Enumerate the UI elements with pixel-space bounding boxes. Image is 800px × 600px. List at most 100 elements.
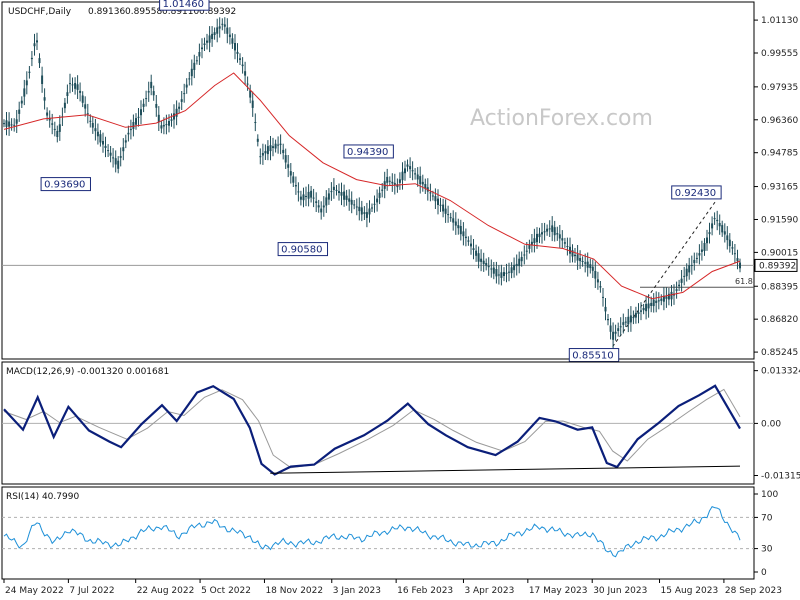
candle-body (231, 38, 234, 44)
candle-body (637, 312, 640, 314)
candle-body (216, 27, 219, 34)
candle-body (571, 250, 574, 257)
candle-body (439, 204, 442, 206)
candle-body (358, 206, 361, 212)
candle-body (10, 124, 13, 126)
candle-body (538, 233, 541, 238)
candle-body (195, 60, 198, 62)
moving-average-line (3, 72, 741, 300)
candle-body (5, 120, 8, 127)
candle-body (320, 208, 323, 213)
candle-body (185, 84, 188, 88)
annotation-text: 0.92430 (675, 188, 716, 199)
candle-body (589, 264, 592, 269)
candle-body (414, 173, 417, 175)
candle-body (254, 122, 257, 123)
candle-body (442, 204, 445, 212)
candle-body (650, 302, 653, 306)
candle-body (124, 140, 127, 143)
x-axis: 24 May 2022 7 Jul 2022 22 Aug 2022 5 Oct 20… (3, 579, 782, 596)
candle-body (190, 68, 193, 77)
candle-body (30, 57, 33, 60)
macd-line (3, 384, 741, 476)
candle-body (525, 250, 528, 252)
candle-body (503, 272, 505, 276)
candle-body (492, 267, 495, 274)
candle-body (391, 181, 394, 184)
candle-body (76, 84, 79, 90)
price-y-tick-label: 0.90015 (761, 248, 798, 258)
candle-body (305, 196, 307, 197)
candle-body (363, 212, 366, 214)
candle-body (343, 191, 346, 200)
price-y-tick-label: 0.85245 (761, 348, 798, 358)
price-y-tick-label: 1.01130 (761, 16, 798, 26)
candle-body (703, 243, 706, 251)
candle-body (431, 195, 434, 197)
candle-body (25, 80, 28, 86)
candle-body (388, 180, 391, 182)
candle-body (581, 261, 584, 262)
candle-body (91, 123, 94, 128)
candle-body (487, 265, 490, 268)
candle-body (594, 271, 597, 279)
candle-body (353, 204, 356, 206)
annotation-text: 0.94390 (347, 147, 388, 158)
candle-body (294, 185, 297, 187)
candle-body (553, 227, 556, 236)
candle-body (236, 51, 239, 54)
candle-body (566, 246, 569, 247)
candle-body (152, 91, 155, 96)
candle-body (259, 156, 262, 158)
candle-body (381, 189, 384, 191)
candle-body (327, 193, 330, 200)
candle-body (576, 254, 579, 261)
candle-body (188, 78, 191, 80)
candle-body (622, 322, 625, 325)
x-tick-label: 18 Nov 2022 (265, 586, 323, 596)
candle-body (607, 319, 609, 321)
candle-body (670, 291, 673, 300)
candle-body (117, 160, 120, 169)
annotation-box (40, 177, 91, 192)
candle-body (434, 196, 437, 202)
candle-body (447, 214, 450, 216)
candle-body (584, 262, 587, 264)
x-tick-label: 3 Apr 2023 (464, 586, 514, 596)
macd-y-tick-label: -0.013156 (761, 471, 800, 481)
candle-body (475, 250, 478, 256)
candle-body (13, 124, 16, 126)
annotation-box (277, 242, 329, 257)
candle-body (86, 113, 89, 115)
candle-body (43, 97, 46, 101)
candle-body (662, 295, 665, 302)
candles (3, 17, 741, 350)
current-price-box (754, 258, 798, 272)
candle-body (556, 233, 559, 235)
candle-body (266, 146, 269, 155)
candle-body (96, 131, 99, 137)
candle-body (726, 235, 729, 241)
candle-body (711, 223, 714, 229)
candle-body (640, 310, 642, 312)
candle-body (624, 321, 627, 323)
candle-body (168, 121, 170, 126)
candle-body (472, 248, 475, 250)
candle-body (102, 141, 104, 145)
candle-body (338, 191, 340, 193)
annotation-text: 0.93690 (44, 180, 85, 191)
rsi-panel-title: RSI(14) 40.7990 (6, 492, 79, 502)
candle-body (312, 197, 315, 199)
candle-body (330, 191, 333, 193)
annotation-label: 0.92430 (671, 185, 722, 200)
candle-body (500, 272, 503, 278)
candle-body (700, 249, 703, 252)
ohlc-low: 0.89110 (162, 7, 199, 17)
candle-body (693, 259, 696, 264)
candle-body (396, 184, 399, 188)
candle-body (642, 308, 645, 311)
candle-body (129, 129, 132, 131)
candle-body (510, 267, 513, 274)
candle-body (71, 84, 74, 86)
candle-body (561, 238, 564, 241)
